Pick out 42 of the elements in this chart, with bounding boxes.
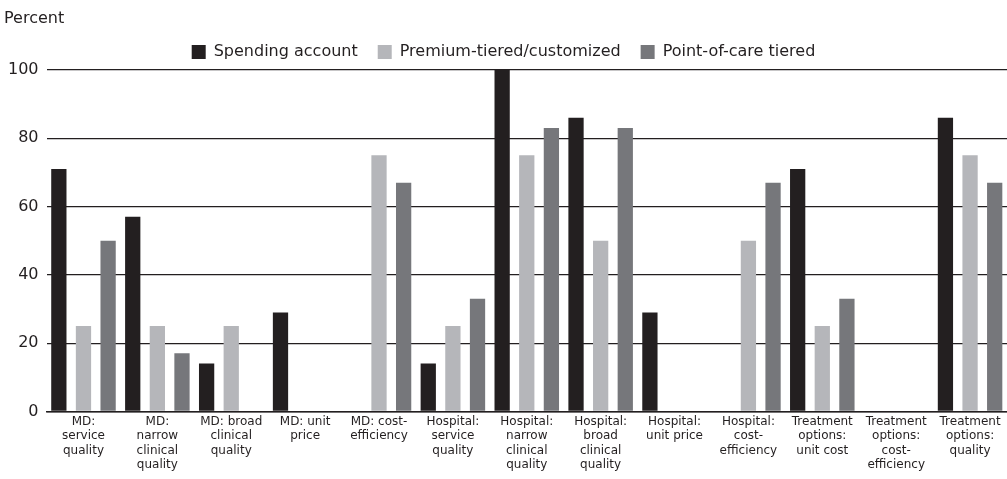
x-tick-label: Hospital: service quality (426, 413, 480, 457)
bar (519, 155, 535, 411)
x-tick-label: Hospital: narrow clinical quality (500, 413, 554, 471)
bar (445, 326, 461, 411)
bar (962, 155, 978, 411)
x-tick-label: Hospital: broad clinical quality (574, 413, 628, 471)
bar (765, 182, 781, 411)
bar (543, 128, 560, 411)
y-tick-label: 0 (28, 400, 39, 420)
bar (987, 182, 1003, 411)
y-tick-label: 100 (7, 59, 39, 79)
x-tick-label: MD: broad clinical quality (200, 413, 263, 457)
x-tick-label: MD: cost-efficiency (350, 413, 408, 443)
legend-label: Point-of-care tiered (662, 41, 816, 61)
bar (469, 298, 486, 411)
legend-label: Spending account (213, 41, 358, 61)
legend-label: Premium-tiered/customized (399, 41, 621, 61)
bar (839, 298, 855, 411)
bar (100, 240, 116, 411)
bar (371, 155, 387, 411)
y-axis-title: Percent (4, 8, 65, 27)
bar (223, 326, 239, 411)
x-tick-label: Treatment options: quality (938, 413, 1001, 457)
x-tick-label: MD: unit price (279, 413, 331, 443)
y-tick-label: 20 (18, 332, 39, 352)
bar (396, 182, 412, 411)
y-tick-label: 80 (18, 127, 39, 147)
bar (149, 326, 165, 411)
bar (174, 353, 190, 411)
x-tick-label: MD: narrow clinical quality (136, 413, 179, 471)
bar (617, 128, 633, 411)
x-tick-label: Treatment options: cost-efficiency (864, 413, 927, 471)
bar (593, 240, 609, 411)
bar (75, 326, 92, 411)
x-tick-label: Hospital: unit price (646, 413, 703, 443)
x-tick-label: Treatment options: unit cost (790, 413, 854, 457)
x-tick-label: MD: service quality (61, 413, 105, 457)
y-tick-label: 60 (18, 195, 39, 215)
y-tick-label: 40 (18, 264, 39, 283)
bar (814, 326, 830, 411)
x-tick-label: Hospital: cost-efficiency (719, 413, 778, 457)
bar (740, 240, 757, 411)
